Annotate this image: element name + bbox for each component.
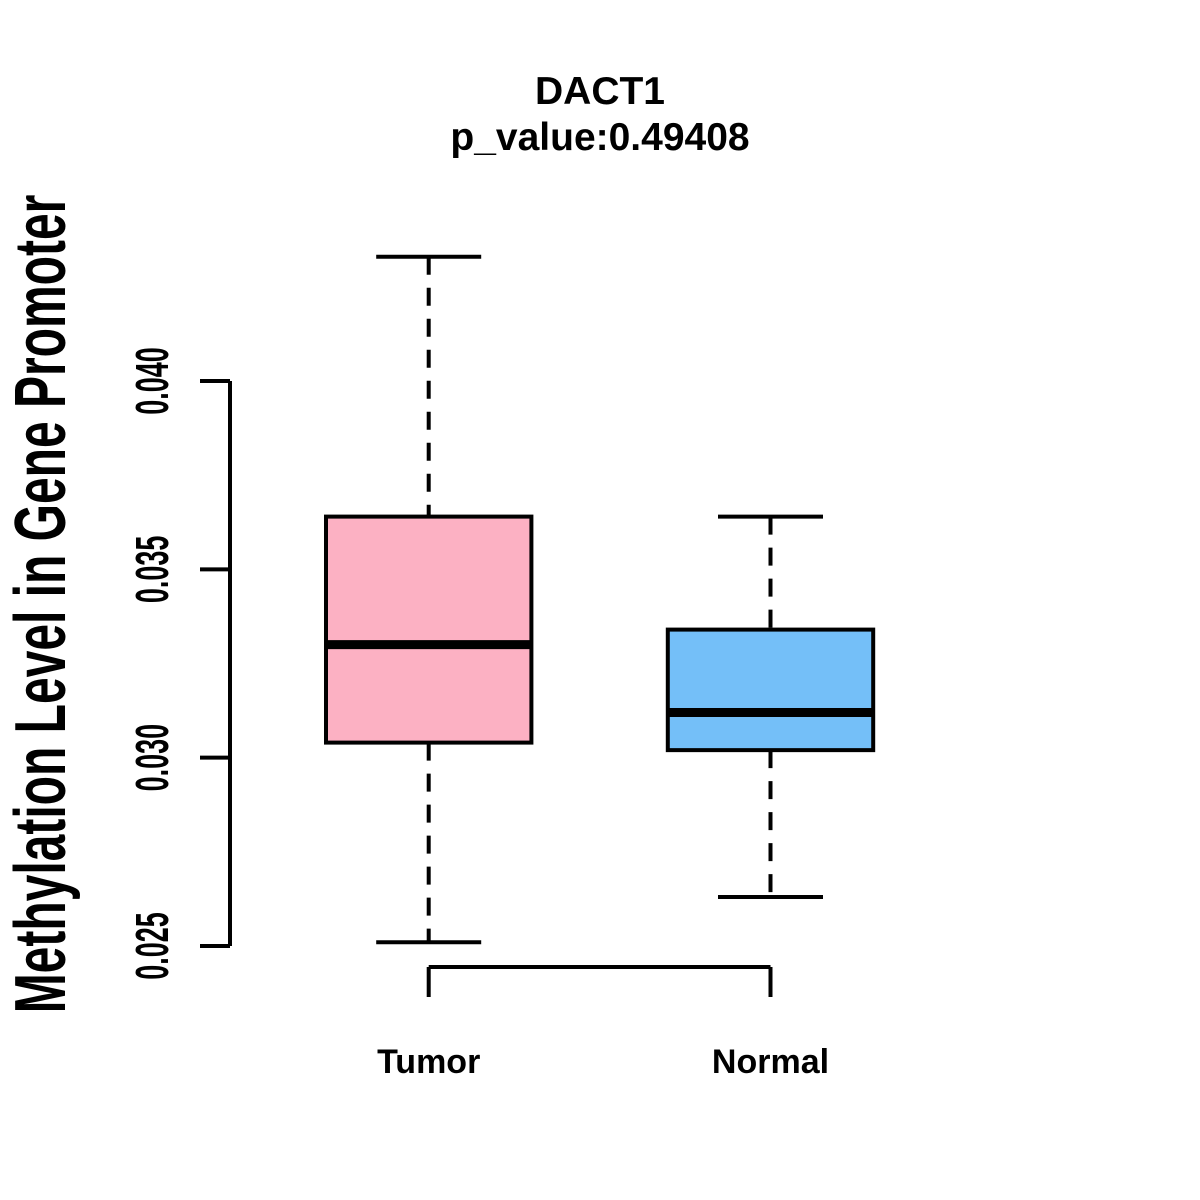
y-axis-title: Methylation Level in Gene Promoter xyxy=(0,195,80,1014)
y-axis-tick-label-0.030: 0.030 xyxy=(127,724,178,792)
y-axis-tick-label-0.035: 0.035 xyxy=(127,536,178,604)
x-category-label-tumor: Tumor xyxy=(377,1043,480,1081)
x-category-label-normal: Normal xyxy=(712,1043,829,1081)
y-axis: 0.025 0.030 0.035 0.040 xyxy=(127,347,232,980)
box-tumor xyxy=(324,514,534,745)
y-axis-tick-label-0.025: 0.025 xyxy=(127,912,178,980)
box-normal xyxy=(665,627,876,753)
chart-subtitle-pvalue: p_value:0.49408 xyxy=(450,116,749,159)
chart-title: DACT1 xyxy=(535,70,665,113)
boxes xyxy=(324,254,876,945)
x-axis: Tumor Normal xyxy=(377,965,829,1081)
y-axis-tick-label-0.040: 0.040 xyxy=(127,347,178,415)
